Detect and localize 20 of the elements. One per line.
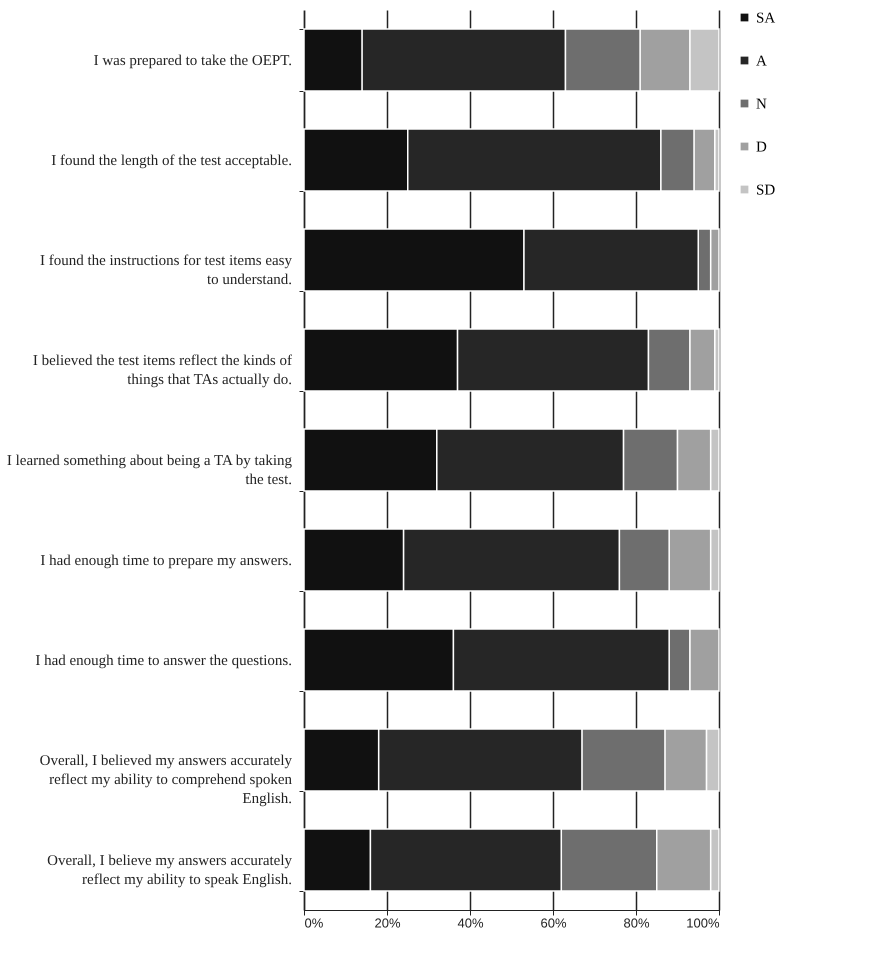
x-tick-label: 100% xyxy=(686,916,720,930)
y-tick-label: I believed the test items reflect the kinds of things that TAs actually do. xyxy=(32,353,292,388)
y-tick-label: I learned something about being a TA by taking the test. xyxy=(6,453,292,488)
x-tick-label: 60% xyxy=(540,916,567,930)
legend-label: D xyxy=(756,140,767,156)
x-tick-label: 20% xyxy=(374,916,401,930)
legend-label: A xyxy=(756,54,767,70)
y-tick-label: Overall, I believed my answers accurately reflect my ability to comprehend spoken English. xyxy=(40,753,292,807)
y-tick-label: I found the instructions for test items easy to understand. xyxy=(40,253,292,288)
legend-label: N xyxy=(756,96,767,112)
y-tick-label: I was prepared to take the OEPT. xyxy=(94,53,292,69)
y-tick-label: I found the length of the test acceptable. xyxy=(51,153,292,169)
y-tick-label: I had enough time to prepare my answers. xyxy=(40,553,292,569)
legend-label: SA xyxy=(756,10,776,26)
legend-label: SD xyxy=(756,182,776,198)
x-tick-label: 40% xyxy=(457,916,484,930)
x-tick-label: 0% xyxy=(304,916,324,930)
y-tick-label: Overall, I believe my answers accurately reflect my ability to speak English. xyxy=(47,853,292,888)
y-tick-label: I had enough time to answer the questions. xyxy=(35,653,292,669)
x-tick-label: 80% xyxy=(623,916,650,930)
